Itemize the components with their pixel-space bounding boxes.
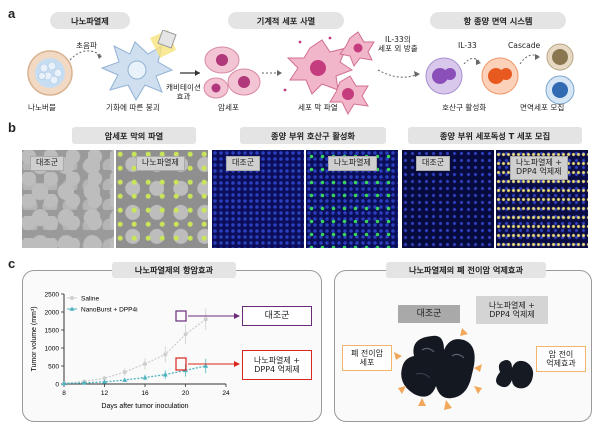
nanobubble-label: 나노버블 (28, 103, 56, 112)
tcell-control-tag: 대조군 (416, 156, 451, 171)
collapse-cell-icon (100, 30, 177, 102)
x-tick-label: 16 (141, 390, 149, 397)
group3-title: 종양 부위 세포독성 T 세포 모집 (408, 127, 582, 144)
lung-images (394, 328, 534, 410)
stage3-title: 항 종양 면역 시스템 (430, 12, 566, 29)
ultrasound-label: 초음파 (76, 41, 97, 50)
y-tick-label: 1000 (45, 346, 60, 353)
cascade-label: Cascade (508, 41, 541, 50)
immune-cell-icon (545, 43, 575, 105)
micrograph-tcell-treatment: 나노파열제 + DPP4 억제제 (496, 150, 588, 248)
panel-c-left-box (22, 270, 322, 422)
chart-combo-label: 나노파열제 + DPP4 억제제 (242, 350, 312, 380)
x-tick-label: 12 (101, 390, 109, 397)
lung-combo-label: 나노파열제 + DPP4 억제제 (476, 296, 548, 324)
lung-control-icon (401, 335, 475, 399)
series-line-1 (63, 365, 206, 385)
group2-title: 종양 부위 호산구 활성화 (240, 127, 386, 144)
collapse-label: 기화에 따른 붕괴 (106, 103, 160, 112)
data-point (142, 375, 148, 380)
left-title: 나노파열제의 항암효과 (112, 262, 236, 278)
membrane-control-tag: 대조군 (30, 156, 65, 171)
nanobubble-icon (27, 50, 73, 96)
data-point (61, 380, 67, 386)
stage2-title: 기계적 세포 사멸 (228, 12, 344, 29)
metastasis-arrows (394, 328, 482, 410)
y-axis-label: Tumor volume (mm³) (31, 306, 38, 371)
metastasis-cells-label: 폐 전이암 세포 (342, 345, 392, 371)
data-point (162, 372, 168, 377)
lung-control-label: 대조군 (398, 305, 460, 323)
eosinophil-treatment-tag: 나노파열제 (328, 156, 377, 171)
micrograph-membrane-treatment: 나노파열제 (116, 150, 208, 248)
y-tick-label: 2500 (45, 292, 60, 299)
micrograph-membrane-control: 대조군 (22, 150, 114, 248)
chart-control-label: 대조군 (242, 306, 312, 326)
immune-recruit-label: 면역세포 모집 (520, 103, 565, 112)
cavitation-label: 캐비테이션 효과 (166, 83, 201, 101)
right-title: 나노파열제의 폐 전이암 억제효과 (386, 262, 546, 278)
data-point (143, 361, 147, 366)
stage1-title: 나노파열제 (50, 12, 130, 29)
data-point (203, 363, 209, 368)
x-tick-label: 8 (62, 390, 66, 397)
data-point (122, 377, 128, 382)
legend-label: Saline (81, 296, 99, 303)
ultrasound-arrow (69, 50, 103, 61)
y-tick-label: 0 (55, 382, 59, 389)
ruptured-cell-icon (283, 31, 375, 116)
micrograph-tcell-control: 대조군 (402, 150, 494, 248)
data-point (203, 317, 208, 322)
x-axis-label: Days after tumor inoculation (101, 403, 188, 410)
membrane-rupture-label: 세포 막 파열 (298, 103, 338, 112)
data-point (163, 352, 168, 357)
eosinophil-label: 호산구 활성화 (442, 103, 487, 112)
eosinophil-control-tag: 대조군 (226, 156, 261, 171)
y-tick-label: 1500 (45, 328, 60, 335)
eosinophil-icon (425, 57, 519, 95)
x-tick-label: 24 (222, 390, 230, 397)
legend-label: NanoBurst + DPP4i (81, 307, 138, 314)
panel-a-letter: a (8, 6, 16, 21)
panel-a-illustration (27, 30, 575, 116)
panel-c-letter: c (8, 256, 16, 271)
cancer-cell-label: 암세포 (218, 103, 239, 112)
panel-b-letter: b (8, 120, 16, 135)
x-tick-label: 20 (182, 390, 190, 397)
tumor-volume-chart: 0 500 1000 1500 2000 2500 8 12 16 20 24 Days after … (31, 292, 230, 411)
data-point (102, 379, 107, 384)
cancer-cell-icon (203, 46, 261, 99)
data-point (183, 332, 188, 337)
data-point (102, 376, 107, 381)
series-line-0 (63, 318, 207, 384)
data-point (81, 380, 87, 385)
group1-title: 암세포 막의 파열 (72, 127, 196, 144)
lung-combo-icon (496, 360, 534, 389)
chart-callout-lines (175, 310, 240, 371)
il33-label: IL-33 (458, 41, 477, 50)
membrane-treatment-tag: 나노파열제 (136, 156, 185, 171)
y-tick-label: 2000 (45, 310, 60, 317)
y-tick-label: 500 (48, 364, 59, 371)
micrograph-eosinophil-treatment: 나노파열제 (306, 150, 398, 248)
metastasis-inhibit-label: 암 전이 억제효과 (536, 346, 586, 372)
il33-release-label: IL-33의 세포 외 방출 (378, 35, 418, 53)
data-point (122, 370, 127, 375)
tcell-treatment-tag: 나노파열제 + DPP4 억제제 (510, 156, 569, 180)
micrograph-eosinophil-control: 대조군 (212, 150, 304, 248)
